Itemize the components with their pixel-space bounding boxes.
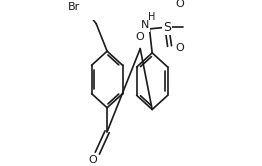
Text: O: O (89, 155, 97, 165)
Text: N: N (141, 20, 149, 31)
Text: O: O (175, 43, 184, 53)
Text: Br: Br (68, 2, 80, 12)
Text: H: H (148, 12, 156, 22)
Text: O: O (175, 0, 184, 9)
Text: S: S (163, 21, 171, 34)
Text: O: O (136, 32, 145, 42)
